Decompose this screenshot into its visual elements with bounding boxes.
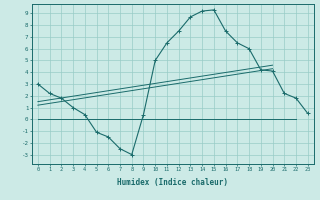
X-axis label: Humidex (Indice chaleur): Humidex (Indice chaleur) (117, 178, 228, 187)
